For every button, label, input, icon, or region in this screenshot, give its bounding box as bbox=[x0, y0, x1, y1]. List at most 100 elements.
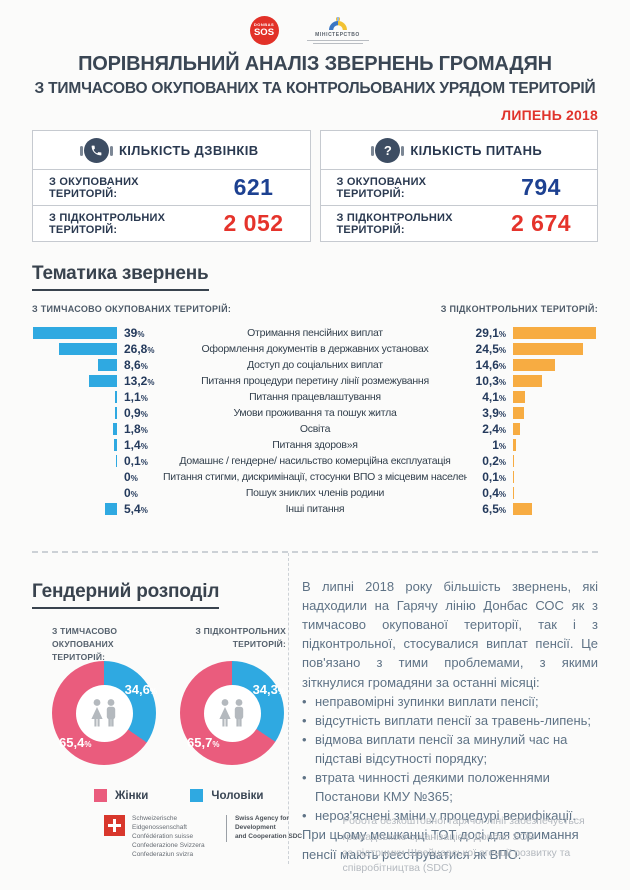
questions-occupied-label: З ОКУПОВАНИХ ТЕРИТОРІЙ: bbox=[336, 175, 427, 200]
topic-label: Умови проживання та пошук житла bbox=[233, 407, 397, 419]
left-bar bbox=[33, 327, 117, 339]
right-bar bbox=[513, 455, 514, 467]
bar-cell-right bbox=[513, 503, 598, 515]
left-percent: 1,1% bbox=[124, 390, 148, 404]
left-bar bbox=[88, 375, 117, 387]
topic-row: 1,4% Питання здоров»я 1% bbox=[32, 437, 598, 453]
gender-label-line: З ПІДКОНТРОЛЬНИХ bbox=[195, 626, 286, 636]
swiss-lang-line: Schweizerische Eidgenossenschaft bbox=[132, 815, 187, 832]
bar-cell-right bbox=[513, 391, 598, 403]
right-bar bbox=[513, 327, 596, 339]
gender-chart-occupied-label: З ТИМЧАСОВО ОКУПОВАНИХ ТЕРИТОРІЙ: bbox=[52, 625, 158, 662]
ministry-logo: МІНІСТЕРСТВО bbox=[295, 17, 381, 44]
right-bar bbox=[513, 439, 516, 451]
right-percent: 10,3% bbox=[475, 374, 506, 388]
left-percent: 13,2% bbox=[124, 374, 155, 388]
left-percent: 1,8% bbox=[124, 422, 148, 436]
right-percent: 24,5% bbox=[475, 342, 506, 356]
left-percent: 8,6% bbox=[124, 358, 148, 372]
summary-bullets: неправомірні зупинки виплати пенсії;відс… bbox=[302, 692, 598, 826]
right-percent: 0,2% bbox=[482, 454, 506, 468]
phone-headset-icon bbox=[79, 137, 113, 163]
stats-section: КІЛЬКІСТЬ ДЗВІНКІВ З ОКУПОВАНИХ ТЕРИТОРІ… bbox=[32, 130, 598, 242]
right-bar bbox=[513, 391, 525, 403]
topics-left-series-label: З ТИМЧАСОВО ОКУПОВАНИХ ТЕРИТОРІЙ: bbox=[32, 304, 232, 314]
calls-occupied-value: 621 bbox=[233, 174, 274, 200]
male-percent-label: 34,6% bbox=[124, 682, 157, 697]
topics-rows: 39% Отримання пенсійних виплат 29,1% 26,… bbox=[32, 325, 598, 517]
period-label: ЛИПЕНЬ 2018 bbox=[501, 107, 598, 123]
legend-item-female: Жінки bbox=[94, 789, 148, 802]
bar-cell-left bbox=[32, 471, 117, 483]
female-swatch-icon bbox=[94, 789, 107, 802]
topic-label: Освіта bbox=[299, 423, 331, 435]
bar-cell-left bbox=[32, 487, 117, 499]
topic-label: Питання процедури перетину лінії розмежу… bbox=[201, 375, 429, 387]
topic-label: Пошук зниклих членів родини bbox=[245, 487, 385, 499]
left-bar bbox=[98, 359, 117, 371]
footer: Schweizerische Eidgenossenschaft Confédé… bbox=[0, 814, 630, 877]
page-title-line2: З ТИМЧАСОВО ОКУПОВАНИХ ТА КОНТРОЛЬОВАНИХ… bbox=[34, 80, 596, 97]
left-bar bbox=[115, 407, 117, 419]
people-female-male-icon bbox=[219, 699, 244, 727]
gender-legend: Жінки Чоловіки bbox=[32, 789, 288, 802]
bar-cell-left bbox=[32, 423, 117, 435]
left-bar bbox=[114, 439, 117, 451]
left-bar bbox=[114, 391, 117, 403]
topic-label: Питання працевлаштування bbox=[249, 391, 381, 403]
hotline-credit-text: Робота безкоштовної гарячої лінії забезп… bbox=[343, 814, 630, 877]
credit-line: Робота безкоштовної гарячої лінії забезп… bbox=[342, 815, 585, 827]
summary-outro: При цьому мешканці ТОТ досі для отриманн… bbox=[302, 827, 579, 862]
topic-label: Інші питання bbox=[285, 503, 345, 515]
bar-cell-right bbox=[513, 343, 598, 355]
questions-controlled-value: 2 674 bbox=[510, 210, 572, 236]
gender-chart-controlled-label: З ПІДКОНТРОЛЬНИХ ТЕРИТОРІЙ: bbox=[180, 625, 286, 653]
gender-label-line: ОКУПОВАНИХ ТЕРИТОРІЙ: bbox=[52, 638, 114, 662]
ministry-logo-subtitle-line bbox=[312, 42, 363, 44]
male-swatch-icon bbox=[190, 789, 204, 802]
right-percent: 3,9% bbox=[482, 406, 506, 420]
right-percent: 1% bbox=[492, 438, 506, 452]
calls-stat-box: КІЛЬКІСТЬ ДЗВІНКІВ З ОКУПОВАНИХ ТЕРИТОРІ… bbox=[32, 130, 311, 242]
bar-cell-right bbox=[513, 455, 598, 467]
summary-bullet: відмова виплати пенсії за минулий час на… bbox=[302, 730, 598, 768]
topic-row: 0% Питання стигми, дискримінації, стосун… bbox=[32, 469, 598, 485]
topics-section: Тематика звернень З ТИМЧАСОВО ОКУПОВАНИХ… bbox=[32, 263, 598, 517]
topic-row: 0% Пошук зниклих членів родини 0,4% bbox=[32, 485, 598, 501]
right-percent: 14,6% bbox=[475, 358, 506, 372]
summary-bullet: втрата чинності деякими положеннями Пост… bbox=[302, 768, 598, 806]
gender-section: Гендерний розподіл З ТИМЧАСОВО ОКУПОВАНИ… bbox=[32, 553, 289, 864]
topic-label: Отримання пенсійних виплат bbox=[247, 327, 383, 339]
left-percent: 0,9% bbox=[124, 406, 148, 420]
topic-label: Доступ до соціальних виплат bbox=[247, 359, 383, 371]
left-percent: 0,1% bbox=[124, 454, 148, 468]
donbas-sos-logo-icon: DONBAS SOS bbox=[249, 16, 279, 45]
bottom-section: Гендерний розподіл З ТИМЧАСОВО ОКУПОВАНИ… bbox=[32, 553, 598, 864]
left-percent: 5,4% bbox=[124, 502, 148, 516]
ministry-logo-subtitle-line bbox=[306, 39, 369, 41]
right-bar bbox=[513, 471, 514, 483]
header-logos: DONBAS SOS МІНІСТЕРСТВО bbox=[0, 0, 630, 46]
left-percent: 0% bbox=[124, 470, 138, 484]
questions-stat-header: ? КІЛЬКІСТЬ ПИТАНЬ bbox=[321, 131, 598, 169]
bar-cell-left bbox=[32, 407, 117, 419]
female-percent-label: 65,4% bbox=[59, 735, 92, 750]
summary-intro: В липні 2018 року більшість звернень, як… bbox=[302, 579, 598, 690]
right-bar bbox=[513, 503, 532, 515]
topic-label: Питання здоров»я bbox=[272, 439, 358, 451]
summary-bullet: нероз'яснені зміни у процедурі верифікац… bbox=[302, 806, 598, 825]
summary-text-block: В липні 2018 року більшість звернень, як… bbox=[289, 553, 598, 864]
swiss-lang-line: Confederazione Svizzera bbox=[132, 842, 205, 850]
bar-cell-left bbox=[32, 359, 117, 371]
bar-cell-right bbox=[513, 407, 598, 419]
calls-controlled-value: 2 052 bbox=[223, 210, 284, 236]
right-percent: 29,1% bbox=[475, 326, 506, 340]
horizontal-dashed-divider bbox=[32, 551, 598, 553]
people-female-male-icon bbox=[91, 699, 116, 727]
topic-row: 13,2% Питання процедури перетину лінії р… bbox=[32, 373, 598, 389]
gender-heading: Гендерний розподіл bbox=[32, 581, 219, 609]
topics-right-series-label: З ПІДКОНТРОЛЬНИХ ТЕРИТОРІЙ: bbox=[440, 304, 598, 314]
bar-cell-left bbox=[32, 343, 117, 355]
bar-cell-right bbox=[513, 423, 598, 435]
legend-male-label: Чоловіки bbox=[211, 789, 264, 802]
